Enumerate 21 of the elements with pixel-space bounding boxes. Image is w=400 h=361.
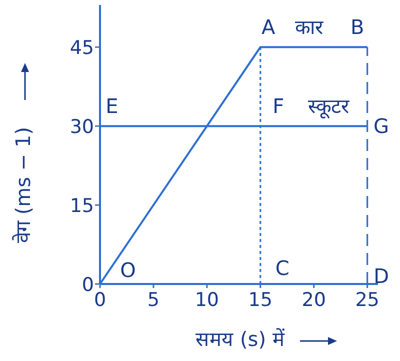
y-tick-label: 30 bbox=[70, 116, 94, 138]
x-tick-label: 25 bbox=[355, 289, 380, 311]
annotation: E bbox=[106, 94, 118, 118]
y-tick-label: 15 bbox=[70, 195, 94, 218]
annotation: कार bbox=[294, 15, 324, 40]
annotation: A bbox=[262, 15, 276, 40]
annotation: G bbox=[374, 114, 390, 138]
y-tick-label: 45 bbox=[70, 37, 94, 60]
x-tick-label: 5 bbox=[147, 289, 160, 311]
y-axis-title: वेग (ms − 1) bbox=[11, 126, 35, 244]
annotation: O bbox=[120, 258, 136, 282]
annotation: स्कूटर bbox=[308, 94, 350, 120]
annotation: D bbox=[374, 264, 390, 288]
y-tick-label: 0 bbox=[82, 274, 94, 296]
annotation: B bbox=[350, 15, 364, 40]
x-tick-label: 15 bbox=[248, 289, 272, 311]
x-tick-label: 10 bbox=[194, 289, 220, 311]
x-axis-title: समय (s) में bbox=[196, 327, 286, 351]
annotation: C bbox=[275, 256, 290, 280]
x-tick-label: 20 bbox=[302, 289, 326, 311]
annotation: F bbox=[272, 94, 284, 118]
